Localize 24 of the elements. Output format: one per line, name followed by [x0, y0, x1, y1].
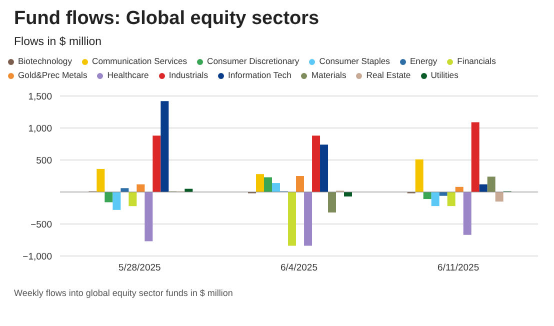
- y-tick-label: −500: [30, 219, 52, 230]
- legend-label: Materials: [311, 70, 346, 80]
- x-tick-label: 6/11/2025: [438, 262, 480, 274]
- y-tick-label: 500: [36, 155, 52, 166]
- legend-label: Industrials: [168, 70, 208, 80]
- legend-label: Consumer Discretionary: [207, 56, 300, 66]
- legend-label: Healthcare: [107, 70, 149, 80]
- y-tick-label: 1,500: [28, 91, 52, 102]
- legend-label: Consumer Staples: [319, 56, 390, 66]
- legend-label: Communication Services: [92, 56, 188, 66]
- x-tick-label: 5/28/2025: [118, 262, 161, 274]
- chart-title: Fund flows: Global equity sectors: [14, 8, 320, 30]
- legend-label: Energy: [410, 56, 438, 66]
- x-tick-label: 6/4/2025: [280, 262, 318, 274]
- legend-label: Utilities: [430, 70, 458, 80]
- text: Weekly flows into global equity sector funds in $ million: [14, 288, 234, 298]
- y-tick-label: −1,000: [22, 251, 52, 262]
- legend-label: Financials: [457, 56, 496, 66]
- legend-label: Gold&Prec Metals: [18, 70, 88, 80]
- legend-label: Information Tech: [228, 70, 292, 80]
- chart-subtitle: Flows in $ million: [14, 36, 103, 48]
- y-tick-label: 1,000: [28, 123, 52, 134]
- legend-label: Real Estate: [366, 70, 411, 80]
- legend-label: Biotechnology: [18, 56, 72, 66]
